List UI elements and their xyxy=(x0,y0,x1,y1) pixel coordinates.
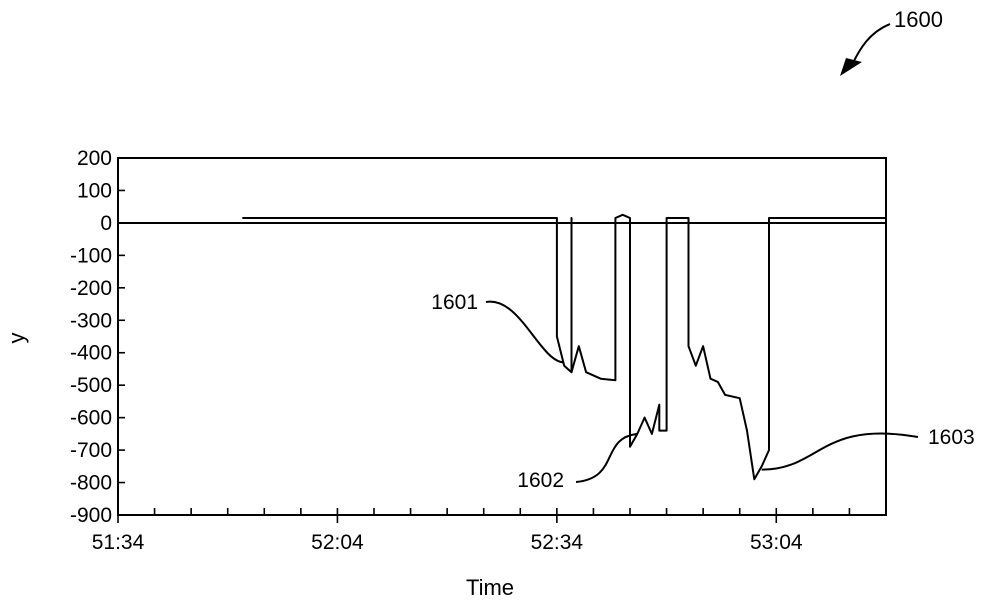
x-tick-label: 51:34 xyxy=(92,531,145,554)
x-tick-label: 53:04 xyxy=(750,531,803,554)
y-tick-label: -300 xyxy=(70,309,112,332)
y-tick-label: -800 xyxy=(70,472,112,495)
y-tick-label: 100 xyxy=(77,179,112,202)
figure-reference: 1600 xyxy=(840,7,943,76)
plot-area: 200 100 0 -100 -200 -300 -400 -500 -600 -700 -800 -… xyxy=(70,147,975,554)
x-tick-label: 52:04 xyxy=(311,531,364,554)
x-tick-label: 52:34 xyxy=(531,531,584,554)
y-tick-label: 0 xyxy=(100,212,112,235)
series-line xyxy=(242,213,886,481)
y-axis: 200 100 0 -100 -200 -300 -400 -500 -600 -700 -800 -… xyxy=(70,147,125,527)
y-axis-title: y xyxy=(4,333,29,344)
y-tick-label: -600 xyxy=(70,407,112,430)
leader-line-1601 xyxy=(485,300,565,364)
y-tick-label: -700 xyxy=(70,439,112,462)
annotation-layer: 1601 1602 1603 xyxy=(431,291,974,492)
figure-arrow xyxy=(851,23,891,66)
annotation-label-1603: 1603 xyxy=(928,426,975,449)
x-axis: 51:34 52:04 52:34 53:04 xyxy=(92,508,887,554)
leader-line-1602 xyxy=(575,432,638,483)
y-tick-label: -100 xyxy=(70,244,112,267)
figure-arrowhead-icon xyxy=(840,58,862,76)
series-layer xyxy=(242,213,886,481)
y-tick-label: 200 xyxy=(77,147,112,170)
y-tick-label: -200 xyxy=(70,277,112,300)
y-tick-label: -400 xyxy=(70,342,112,365)
leader-line-1603 xyxy=(761,432,919,471)
x-axis-title: Time xyxy=(466,575,514,600)
plot-frame xyxy=(117,157,887,516)
y-tick-label: -900 xyxy=(70,504,112,527)
annotation-label-1601: 1601 xyxy=(431,291,478,314)
y-tick-label: -500 xyxy=(70,374,112,397)
annotation-label-1602: 1602 xyxy=(517,469,564,492)
figure-label: 1600 xyxy=(894,7,943,32)
